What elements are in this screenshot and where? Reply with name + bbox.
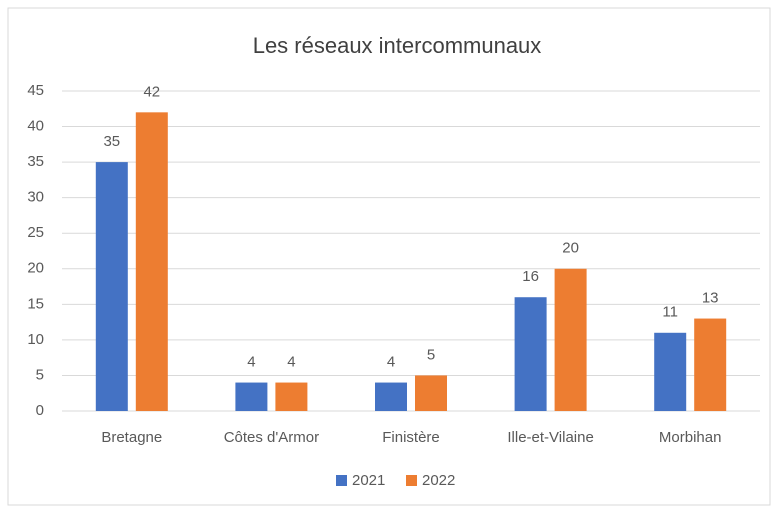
- bar: [135, 112, 168, 411]
- bar: [235, 382, 268, 411]
- legend-swatch: [406, 475, 417, 486]
- y-tick-label: 10: [27, 331, 44, 348]
- bar: [654, 332, 687, 411]
- x-tick-label: Côtes d'Armor: [224, 429, 319, 446]
- data-label: 35: [103, 133, 120, 150]
- bar: [514, 297, 547, 411]
- y-tick-label: 15: [27, 295, 44, 312]
- x-tick-label: Finistère: [382, 429, 440, 446]
- bar: [275, 382, 308, 411]
- data-label: 11: [662, 304, 678, 321]
- bar: [95, 162, 128, 411]
- data-label: 4: [287, 354, 295, 371]
- data-label: 4: [387, 354, 395, 371]
- y-tick-label: 40: [27, 118, 44, 135]
- bar: [694, 318, 727, 411]
- data-label: 16: [522, 268, 539, 285]
- y-tick-label: 45: [27, 82, 44, 99]
- bar: [415, 375, 447, 411]
- data-label: 42: [143, 83, 160, 100]
- chart-title: Les réseaux intercommunaux: [253, 33, 542, 58]
- x-tick-label: Ille-et-Vilaine: [507, 429, 593, 446]
- y-tick-label: 30: [27, 189, 44, 206]
- legend-label: 2021: [352, 472, 385, 489]
- data-label: 13: [702, 290, 719, 307]
- x-tick-label: Bretagne: [101, 429, 162, 446]
- data-label: 20: [562, 240, 579, 257]
- data-label: 5: [427, 346, 435, 363]
- y-tick-label: 25: [27, 224, 44, 241]
- x-tick-label: Morbihan: [659, 429, 722, 446]
- y-tick-label: 5: [36, 366, 44, 383]
- y-tick-label: 0: [36, 402, 44, 419]
- bar: [554, 268, 587, 411]
- data-label: 4: [247, 354, 255, 371]
- y-tick-label: 35: [27, 153, 44, 170]
- legend-label: 2022: [422, 472, 455, 489]
- bar: [375, 382, 407, 411]
- y-tick-label: 20: [27, 260, 44, 277]
- legend-swatch: [336, 475, 347, 486]
